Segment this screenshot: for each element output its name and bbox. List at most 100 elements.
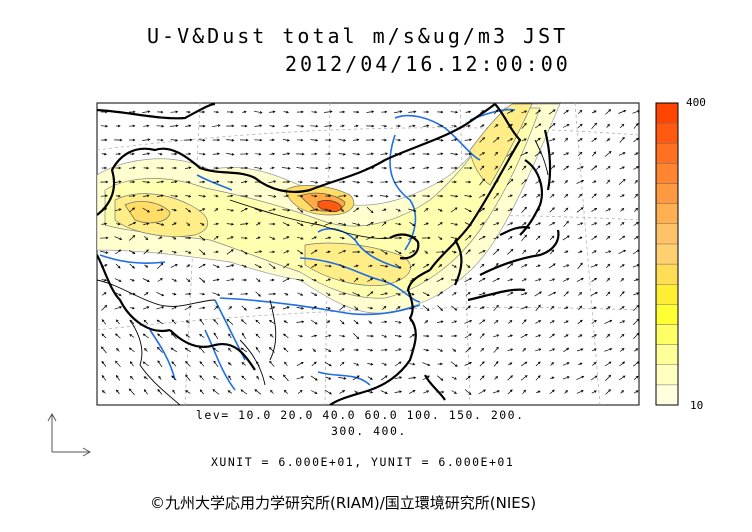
wind-vector-head: [300, 237, 304, 240]
wind-vector-head: [580, 166, 584, 169]
wind-vector-head: [495, 165, 498, 169]
wind-vector-head: [301, 320, 305, 324]
wind-vector-head: [621, 390, 625, 393]
wind-vector: [339, 348, 345, 352]
wind-vector: [563, 165, 569, 171]
wind-vector-head: [147, 152, 151, 156]
wind-vector-head: [272, 124, 276, 128]
wind-vector: [534, 151, 542, 157]
wind-vector-head: [341, 361, 345, 365]
wind-vector-head: [212, 389, 216, 392]
wind-vector: [242, 333, 246, 339]
wind-vector: [423, 264, 429, 268]
wind-vector: [506, 179, 514, 185]
wind-vector-head: [215, 208, 219, 211]
wind-vector: [199, 346, 205, 354]
wind-vector: [507, 292, 513, 296]
wind-vector-head: [622, 320, 626, 323]
wind-vector: [535, 249, 541, 255]
colorbar-swatch: [655, 183, 679, 204]
wind-vector-head: [315, 181, 319, 184]
wind-vector-head: [594, 390, 597, 393]
wind-vector: [324, 125, 332, 127]
wind-vector: [464, 320, 472, 324]
wind-vector-head: [301, 306, 305, 310]
wind-vector-head: [593, 250, 597, 253]
wind-vector-head: [593, 110, 597, 113]
wind-vector-head: [440, 378, 444, 381]
wind-vector-head: [509, 208, 513, 212]
wind-vector-head: [398, 138, 402, 142]
wind-vector-head: [327, 278, 331, 282]
wind-vector-head: [174, 166, 177, 170]
wind-vector: [255, 291, 261, 297]
wind-vector-head: [188, 110, 191, 114]
wind-vector: [185, 125, 191, 127]
wind-vector-head: [314, 194, 318, 198]
wind-vector-head: [594, 137, 597, 141]
wind-vector: [436, 321, 444, 323]
wind-vector-head: [188, 305, 192, 309]
wind-vector: [507, 389, 513, 395]
wind-vector: [534, 123, 542, 129]
wind-vector-head: [468, 223, 472, 226]
wind-vector-head: [552, 333, 555, 337]
wind-vector: [576, 375, 584, 381]
wind-vector: [338, 305, 346, 311]
wind-vector: [282, 306, 290, 310]
wind-vector-head: [202, 152, 206, 156]
wind-vector: [381, 362, 387, 366]
wind-vector: [101, 279, 107, 281]
wind-vector: [522, 389, 526, 395]
wind-vector: [606, 263, 610, 269]
wind-vector: [226, 223, 234, 225]
wind-vector-head: [609, 319, 613, 323]
wind-vector: [465, 347, 471, 353]
wind-vector-head: [268, 346, 272, 350]
wind-vector-head: [356, 166, 360, 170]
wind-vector: [577, 138, 583, 142]
wind-vector: [366, 221, 374, 227]
wind-vector-head: [240, 389, 244, 393]
wind-vector-head: [117, 265, 121, 269]
wind-vector-head: [370, 362, 374, 366]
wind-vector-head: [608, 374, 612, 378]
wind-vector-head: [369, 377, 373, 380]
wind-vector-head: [454, 391, 457, 394]
wind-vector-head: [174, 152, 178, 156]
wind-vector: [185, 207, 191, 213]
wind-vector: [535, 109, 541, 115]
wind-vector: [101, 361, 107, 367]
wind-vector-head: [328, 334, 332, 338]
wind-vector: [366, 207, 374, 213]
wind-vector-head: [412, 138, 416, 142]
wind-vector-head: [483, 389, 486, 393]
wind-vector: [409, 306, 415, 310]
wind-vector-head: [566, 362, 570, 365]
wind-vector: [450, 207, 458, 213]
wind-vector: [604, 320, 612, 324]
wind-vector-head: [341, 124, 345, 128]
wind-vector-head: [399, 110, 403, 113]
wind-vector: [270, 334, 274, 338]
wind-vector: [143, 249, 149, 255]
wind-vector: [395, 292, 401, 296]
wind-vector: [241, 305, 247, 311]
wind-vector: [535, 194, 541, 198]
wind-vector-head: [482, 277, 486, 281]
wind-vector: [100, 195, 108, 197]
wind-vector: [281, 167, 291, 169]
wind-vector-head: [188, 209, 191, 213]
wind-vector: [507, 236, 513, 240]
wind-vector-head: [328, 138, 332, 142]
wind-vector-head: [272, 250, 276, 254]
wind-vector: [521, 361, 527, 367]
wind-vector: [143, 223, 149, 225]
wind-vector: [535, 348, 541, 352]
wind-vector: [437, 181, 443, 183]
wind-vector: [548, 291, 556, 297]
wind-vector-head: [259, 138, 263, 142]
wind-vector-head: [342, 180, 346, 184]
wind-vector-head: [144, 347, 147, 351]
wind-vector-head: [286, 110, 290, 114]
